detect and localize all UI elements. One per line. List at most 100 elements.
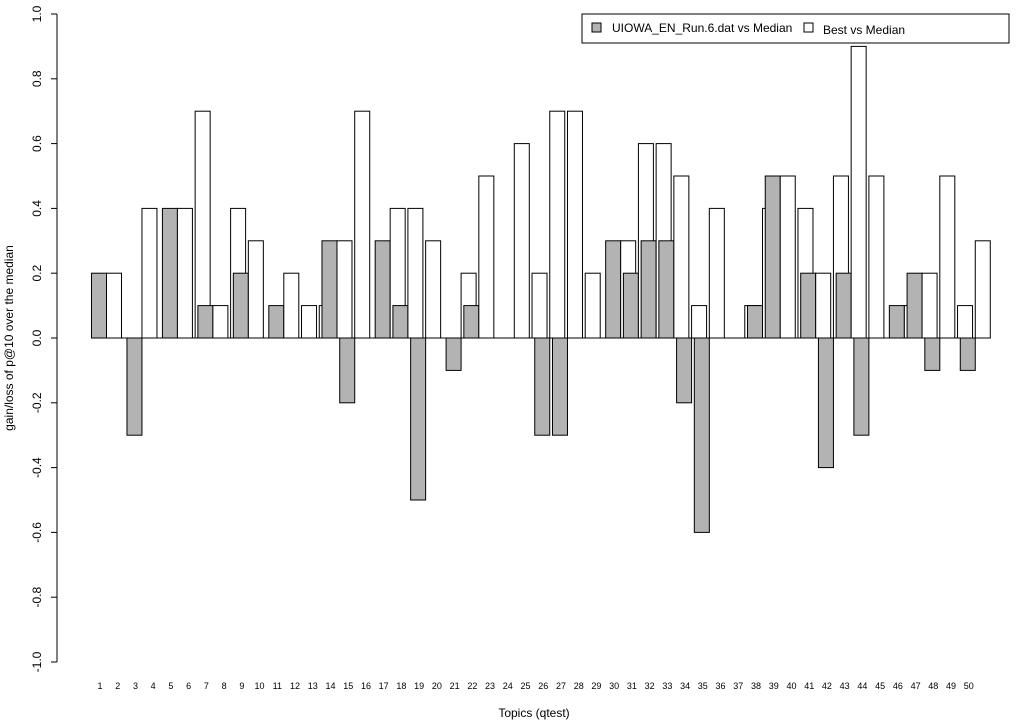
x-tick-label: 43 <box>840 681 850 691</box>
legend-swatch-best <box>803 22 814 33</box>
bar-best-5 <box>176 207 193 339</box>
bar-best-48 <box>939 175 956 339</box>
x-tick-label: 19 <box>414 681 424 691</box>
bar-run6-22 <box>463 305 480 339</box>
bar-best-33 <box>673 175 690 339</box>
legend-label-run6: UIOWA_EN_Run.6.dat vs Median <box>612 21 792 35</box>
bar-best-47 <box>921 272 938 339</box>
bar-run6-33 <box>658 240 675 339</box>
bar-best-41 <box>815 272 832 339</box>
x-tick-label: 34 <box>680 681 690 691</box>
bar-run6-42 <box>817 337 834 469</box>
bar-run6-50 <box>959 337 976 371</box>
x-tick-label: 44 <box>857 681 867 691</box>
x-tick-label: 29 <box>591 681 601 691</box>
bar-best-26 <box>549 110 566 339</box>
bar-best-24 <box>513 143 530 339</box>
bar-run6-18 <box>392 305 409 339</box>
x-tick-label: 24 <box>503 681 513 691</box>
bar-run6-46 <box>888 305 905 339</box>
x-tick-label: 7 <box>204 681 209 691</box>
bar-best-28 <box>584 272 601 339</box>
bar-best-1 <box>106 272 122 339</box>
x-tick-labels: 1 2 3 4 5 6 7 8 9 10 11 12 13 14 15 16 17 18 19 20 21 22 23 24 2… <box>97 681 973 691</box>
y-axis-label: gain/loss of p@10 over the median <box>2 245 16 431</box>
x-tick-label: 42 <box>822 681 832 691</box>
x-tick-label: 3 <box>133 681 138 691</box>
bar-best-35 <box>708 207 725 339</box>
x-tick-label: 8 <box>222 681 227 691</box>
bar-best-18 <box>407 207 424 339</box>
bar-run6-14 <box>321 240 338 339</box>
bar-best-44 <box>868 175 885 339</box>
y-tick-label: 0.0 <box>30 329 44 346</box>
bars-layer <box>91 45 991 533</box>
x-tick-label: 21 <box>450 681 460 691</box>
bar-run6-27 <box>551 337 568 436</box>
x-tick-label: 5 <box>168 681 173 691</box>
x-tick-label: 41 <box>804 681 814 691</box>
x-tick-label: 30 <box>609 681 619 691</box>
legend-box <box>581 13 1010 44</box>
legend: UIOWA_EN_Run.6.dat vs Median Best vs Med… <box>581 13 1010 44</box>
x-tick-label: 18 <box>396 681 406 691</box>
bar-run6-31 <box>622 272 639 339</box>
bar-best-27 <box>566 110 583 339</box>
x-tick-label: 17 <box>379 681 389 691</box>
bar-run6-43 <box>835 272 852 339</box>
bar-best-22 <box>478 175 495 339</box>
bar-run6-47 <box>906 272 923 339</box>
bar-run6-30 <box>605 240 622 339</box>
y-tick-label: 0.4 <box>30 200 44 217</box>
x-tick-label: 40 <box>786 681 796 691</box>
x-tick-label: 38 <box>751 681 761 691</box>
bar-best-50 <box>974 240 991 339</box>
y-tick-label: -0.4 <box>30 457 44 478</box>
x-tick-label: 12 <box>290 681 300 691</box>
x-tick-label: 48 <box>928 681 938 691</box>
x-tick-label: 26 <box>538 681 548 691</box>
x-tick-label: 37 <box>733 681 743 691</box>
y-tick-label: 0.8 <box>30 70 44 87</box>
bar-run6-44 <box>853 337 870 436</box>
bar-best-49 <box>957 305 974 339</box>
x-tick-label: 27 <box>556 681 566 691</box>
x-tick-label: 22 <box>467 681 477 691</box>
x-tick-label: 20 <box>432 681 442 691</box>
x-tick-label: 14 <box>325 681 335 691</box>
y-tick-label: -0.2 <box>30 392 44 413</box>
bar-run6-38 <box>747 305 764 339</box>
x-tick-label: 25 <box>521 681 531 691</box>
y-tick-label: -1.0 <box>30 651 44 672</box>
x-tick-label: 46 <box>893 681 903 691</box>
bar-run6-41 <box>800 272 817 339</box>
x-tick-label: 23 <box>485 681 495 691</box>
bar-best-34 <box>691 305 708 339</box>
x-tick-label: 2 <box>115 681 120 691</box>
x-tick-label: 31 <box>627 681 637 691</box>
x-tick-label: 11 <box>273 681 282 691</box>
bar-run6-15 <box>339 337 356 404</box>
bar-run6-34 <box>676 337 693 404</box>
bar-best-39 <box>779 175 796 339</box>
legend-swatch-run6 <box>591 22 602 33</box>
bar-best-25 <box>531 272 548 339</box>
y-tick-label: -0.8 <box>30 587 44 608</box>
y-tick-label: 0.2 <box>30 265 44 282</box>
y-tick-label: 0.6 <box>30 135 44 152</box>
x-tick-label: 39 <box>769 681 779 691</box>
x-tick-label: 4 <box>151 681 156 691</box>
bar-run6-39 <box>764 175 781 339</box>
bar-run6-32 <box>640 240 657 339</box>
bar-run6-11 <box>268 305 285 339</box>
bar-best-14 <box>336 240 353 339</box>
x-tick-label: 1 <box>97 681 102 691</box>
x-tick-label: 45 <box>875 681 885 691</box>
x-tick-label: 36 <box>716 681 726 691</box>
bar-best-6 <box>194 110 211 339</box>
x-tick-label: 35 <box>698 681 708 691</box>
x-tick-label: 9 <box>239 681 244 691</box>
legend-label-best: Best vs Median <box>823 23 905 37</box>
